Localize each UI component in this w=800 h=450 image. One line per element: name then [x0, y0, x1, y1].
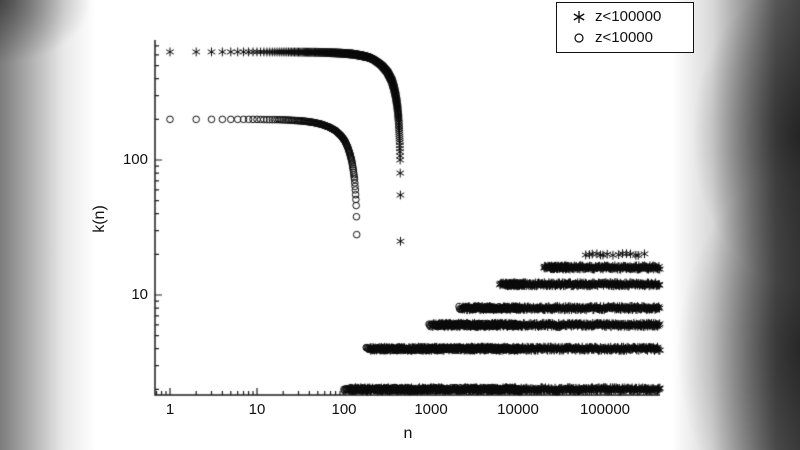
legend-item-z10000: z<10000: [557, 27, 693, 48]
x-tick-label: 100000: [579, 401, 631, 418]
y-tick-label: 10: [131, 286, 148, 303]
x-tick-label: 10: [248, 401, 266, 418]
y-axis-title: k(n): [90, 205, 108, 233]
legend-item-z100000: z<100000: [557, 6, 693, 27]
x-tick-label: 10000: [497, 401, 539, 418]
x-tick-label: 1000: [414, 401, 448, 418]
circle-marker-icon: [574, 32, 584, 43]
x-axis-title: n: [403, 425, 413, 442]
legend-label: z<100000: [595, 8, 662, 25]
y-tick-label: 100: [122, 151, 148, 168]
asterisk-marker-icon: [573, 10, 585, 23]
x-tick-label: 100: [331, 401, 357, 418]
legend: z<100000 z<10000: [556, 2, 694, 53]
x-tick-label: 1: [165, 401, 175, 418]
legend-label: z<10000: [595, 29, 653, 46]
